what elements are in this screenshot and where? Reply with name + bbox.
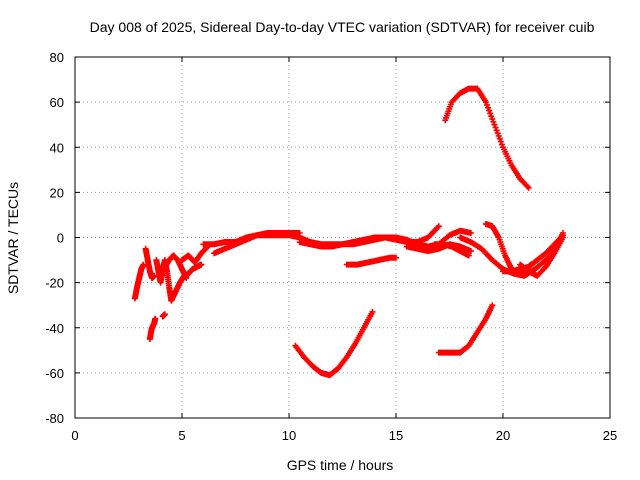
x-tick-label: 15 bbox=[389, 428, 403, 443]
data-point-markers bbox=[211, 229, 303, 257]
data-point-markers bbox=[146, 315, 159, 343]
data-point-markers bbox=[179, 243, 211, 266]
series-track-8 bbox=[159, 311, 168, 320]
series-track-6 bbox=[161, 252, 190, 282]
chart-title: Day 008 of 2025, Sidereal Day-to-day VTE… bbox=[90, 19, 595, 35]
data-point-markers bbox=[442, 85, 532, 191]
y-tick-label: 60 bbox=[50, 95, 64, 110]
data-point-markers bbox=[296, 223, 442, 250]
data-point-markers bbox=[131, 261, 147, 302]
data-points bbox=[131, 85, 566, 379]
series-track-19 bbox=[517, 234, 566, 279]
data-point-markers bbox=[292, 308, 376, 379]
series-track-10 bbox=[211, 229, 303, 257]
y-tick-label: 0 bbox=[57, 231, 64, 246]
y-tick-label: -20 bbox=[45, 276, 64, 291]
series-track-4 bbox=[153, 257, 175, 304]
series-track-21 bbox=[435, 302, 496, 356]
series-track-15 bbox=[442, 85, 532, 191]
series-track-5 bbox=[168, 261, 205, 304]
data-point-markers bbox=[343, 254, 399, 268]
series-track-2 bbox=[142, 245, 158, 282]
series-track-7 bbox=[179, 243, 211, 266]
x-tick-label: 20 bbox=[496, 428, 510, 443]
series-track-3 bbox=[146, 315, 159, 343]
y-tick-label: -40 bbox=[45, 321, 64, 336]
data-point-markers bbox=[159, 311, 168, 320]
x-tick-label: 5 bbox=[178, 428, 185, 443]
x-tick-label: 10 bbox=[282, 428, 296, 443]
series-track-20 bbox=[292, 308, 376, 379]
y-axis-ticks: -80 -60 -40 -20 0 20 40 60 80 bbox=[45, 50, 610, 426]
x-axis-ticks: 0 5 10 15 20 25 bbox=[71, 57, 617, 443]
data-point-markers bbox=[142, 245, 158, 282]
y-tick-label: 20 bbox=[50, 185, 64, 200]
x-tick-label: 0 bbox=[71, 428, 78, 443]
data-point-markers bbox=[161, 252, 190, 282]
data-point-markers bbox=[517, 234, 566, 279]
y-tick-label: -80 bbox=[45, 411, 64, 426]
plot-frame bbox=[74, 56, 611, 419]
data-point-markers bbox=[435, 302, 496, 356]
series-track-11 bbox=[296, 223, 442, 250]
x-axis-label: GPS time / hours bbox=[287, 457, 394, 473]
series-track-12 bbox=[343, 254, 399, 268]
y-tick-label: 80 bbox=[50, 50, 64, 65]
y-tick-label: -60 bbox=[45, 366, 64, 381]
data-point-markers bbox=[153, 257, 175, 304]
series-track-14 bbox=[431, 241, 472, 259]
series-track-1 bbox=[131, 261, 147, 302]
data-point-markers bbox=[168, 261, 205, 304]
y-axis-label: SDTVAR / TECUs bbox=[5, 182, 21, 294]
data-point-markers bbox=[431, 241, 472, 259]
x-tick-label: 25 bbox=[603, 428, 617, 443]
y-tick-label: 40 bbox=[50, 140, 64, 155]
